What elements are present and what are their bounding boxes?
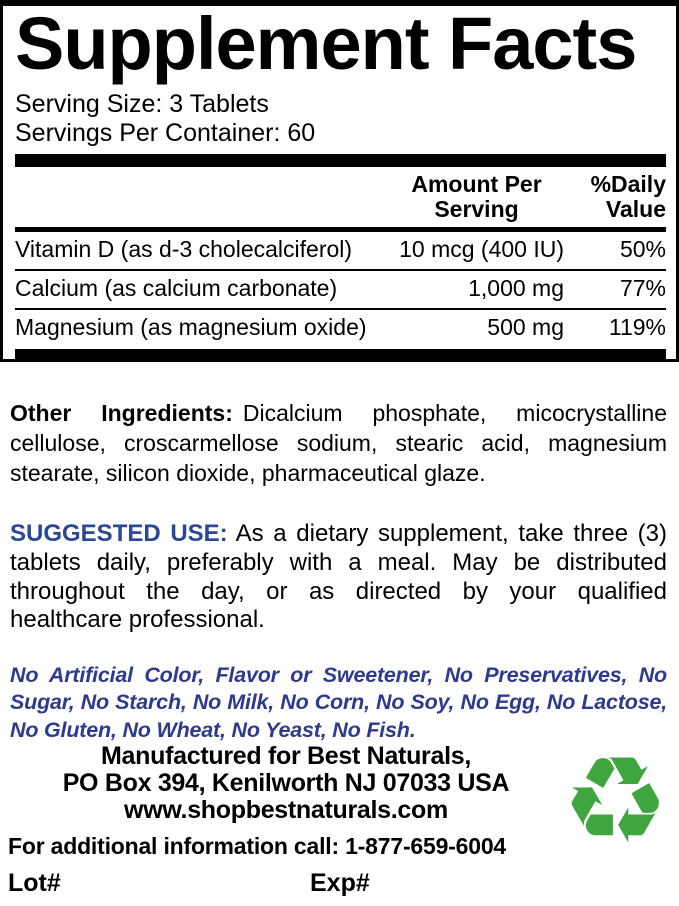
lot-exp-row: Lot# Exp# (8, 869, 568, 898)
nutrient-name: Vitamin D (as d-3 cholecalciferol) (15, 236, 353, 262)
nutrient-dv: 119% (608, 314, 666, 340)
medium-divider (15, 227, 666, 232)
claims-text: No Artificial Color, Flavor or Sweetener… (10, 662, 667, 742)
nutrient-row: Vitamin D (as d-3 cholecalciferol) 10 mc… (15, 232, 666, 269)
nutrition-table-header: Amount Per Serving %Daily Value (15, 167, 666, 228)
other-ingredients-text: Dicalcium phosphate, micocrystalline cel… (10, 400, 667, 486)
nutrient-dv: 77% (619, 275, 666, 301)
other-ingredients-section: Other Ingredients: Dicalcium phosphate, m… (10, 399, 667, 489)
other-ingredients-label: Other Ingredients: (10, 400, 233, 426)
suggested-use-section: SUGGESTED USE: As a dietary supplement, t… (10, 520, 667, 635)
daily-value-header: %Daily Value (564, 170, 666, 224)
address-line: PO Box 394, Kenilworth NJ 07033 USA (62, 769, 510, 797)
servings-per-container-line: Servings Per Container: 60 (15, 119, 316, 148)
nutrient-name: Calcium (as calcium carbonate) (15, 275, 338, 301)
serving-size-line: Serving Size: 3 Tablets (15, 90, 269, 118)
nutrient-dv: 50% (619, 236, 666, 262)
manufacturer-line: Manufactured for Best Naturals, (101, 742, 471, 770)
nutrient-row: Calcium (as calcium carbonate) 1,000 mg … (15, 269, 666, 308)
suggested-use-text: As a dietary supplement, take three (3) … (10, 520, 668, 634)
recycle-icon: ♻ (561, 732, 669, 871)
website-line: www.shopbestnaturals.com (124, 796, 448, 824)
supplement-facts-panel: Supplement Facts Serving Size: 3 Tablets… (0, 0, 679, 362)
amount-header-line1: Amount Per (411, 170, 542, 197)
thick-divider-bottom (15, 349, 666, 359)
dv-header-line1: %Daily (590, 170, 666, 197)
dv-header-line2: Value (605, 196, 666, 223)
phone-line: For additional information call: 1-877-6… (8, 833, 507, 859)
nutrient-amount: 1,000 mg (468, 275, 564, 301)
panel-title: Supplement Facts (15, 2, 637, 85)
exp-label: Exp# (310, 869, 370, 897)
nutrient-amount: 500 mg (487, 314, 564, 340)
thick-divider-top (15, 153, 666, 167)
amount-header-line2: Serving (434, 196, 519, 223)
nutrient-row: Magnesium (as magnesium oxide) 500 mg 11… (15, 308, 666, 347)
manufacturer-block: Manufactured for Best Naturals, PO Box 3… (0, 743, 572, 824)
nutrient-amount: 10 mcg (400 IU) (399, 236, 564, 262)
lot-label: Lot# (8, 869, 61, 897)
nutrient-name: Magnesium (as magnesium oxide) (15, 314, 367, 340)
amount-per-serving-header: Amount Per Serving (389, 170, 564, 224)
nutrient-column-spacer (15, 172, 389, 224)
suggested-use-label: SUGGESTED USE: (10, 520, 228, 547)
